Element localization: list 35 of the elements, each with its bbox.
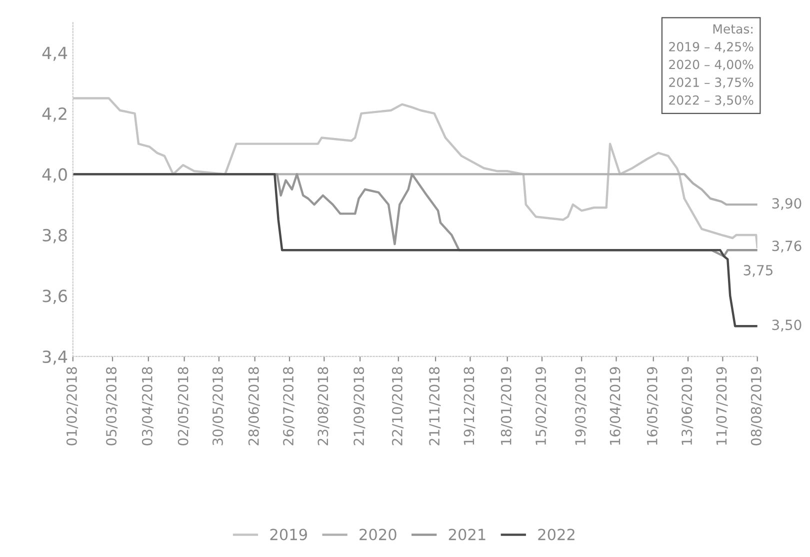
x-tick-label: 13/06/2019 [682,367,694,445]
x-tick-label: 23/08/2018 [318,367,330,446]
annotation: 3,75 [744,264,772,277]
y-tick-label: 3,4 [42,350,68,365]
y-tick-label: 3,8 [42,228,67,244]
annotation: 3,76 [772,240,802,253]
annotation: Metas: 2019 – 4,25% 2020 – 4,00% 2021 – 3,75% 2022 – 3,50% [669,24,754,106]
x-tick-label: 22/10/2018 [392,367,404,446]
y-tick-label: 4,2 [42,107,66,122]
x-tick-label: 28/06/2018 [248,367,260,446]
y-tick-label: 4,0 [42,168,67,182]
x-tick-label: 19/12/2018 [464,367,476,445]
x-tick-label: 01/02/2018 [66,367,78,446]
x-tick-label: 19/03/2019 [575,367,587,445]
x-tick-label: 18/01/2019 [500,367,512,445]
legend-label: 2020 [360,528,396,540]
y-tick-label: 4,4 [42,46,68,61]
x-tick-label: 16/05/2019 [646,367,659,445]
x-tick-label: 05/03/2018 [106,367,118,446]
x-tick-label: 08/08/2019 [750,367,762,446]
legend-label: 2019 [270,528,307,540]
x-tick-label: 21/11/2018 [429,367,441,446]
annotation: 3,50 [772,320,802,332]
x-tick-label: 15/02/2019 [536,367,548,445]
x-tick-label: 03/04/2018 [142,367,154,446]
x-tick-label: 16/04/2019 [610,367,622,445]
legend-label: 2021 [448,528,486,540]
x-tick-label: 30/05/2018 [212,367,224,446]
x-tick-label: 11/07/2019 [716,367,728,445]
legend-label: 2022 [538,528,574,540]
x-tick-label: 02/05/2018 [178,367,190,446]
y-tick-label: 3,6 [42,290,67,304]
x-tick-label: 26/07/2018 [283,367,295,446]
annotation: 3,90 [772,198,802,210]
x-tick-label: 21/09/2018 [354,367,366,446]
